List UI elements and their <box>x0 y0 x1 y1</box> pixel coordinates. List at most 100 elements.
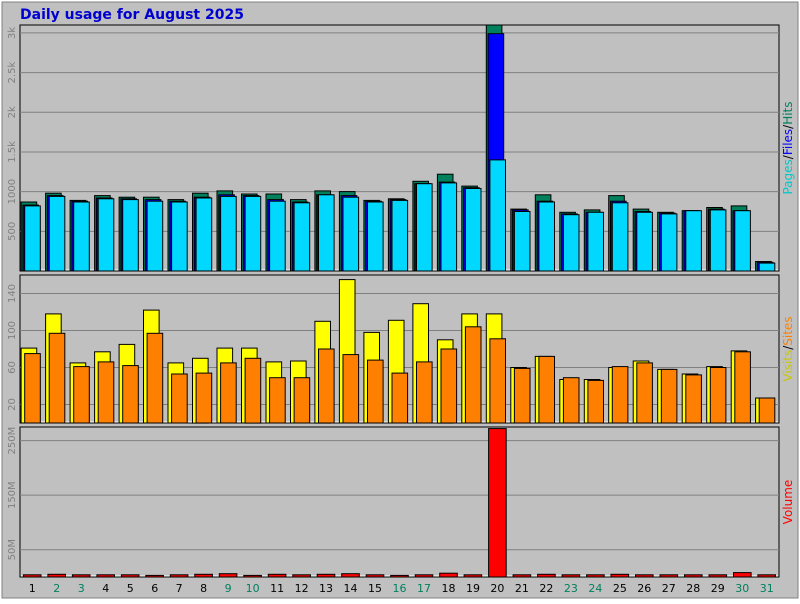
bar-pages-day-26 <box>636 211 653 272</box>
bar-sites-day-19 <box>464 326 482 424</box>
bar-sites-day-10 <box>244 357 262 424</box>
bar-sites-day-6 <box>146 332 164 424</box>
bar-sites-day-12 <box>293 377 311 424</box>
legend-entry: Sites <box>781 316 795 345</box>
bar-volume-day-2 <box>47 573 67 578</box>
bar-volume-day-26 <box>635 574 654 578</box>
bar-pages-day-21 <box>513 211 531 272</box>
bar-pages-day-17 <box>416 183 433 272</box>
y-tick-label: 60 <box>7 361 18 374</box>
x-tick-label: 3 <box>78 582 85 595</box>
bar-volume-day-31 <box>757 574 777 578</box>
bar-pages-day-18 <box>440 182 458 272</box>
bar-pages-day-3 <box>73 201 90 272</box>
bar-sites-day-25 <box>611 366 629 424</box>
bar-sites-day-7 <box>171 373 188 424</box>
x-tick-label: 8 <box>200 582 207 595</box>
y-tick-label: 1000 <box>7 179 18 204</box>
x-tick-label: 6 <box>151 582 158 595</box>
x-tick-label: 11 <box>270 582 284 595</box>
bar-sites-day-15 <box>367 359 384 424</box>
bar-volume-day-13 <box>316 573 336 578</box>
y-tick-label: 50M <box>7 539 18 560</box>
bar-pages-day-9 <box>220 195 237 272</box>
legend-entry: / <box>781 124 795 129</box>
y-tick-label: 20 <box>7 398 18 411</box>
bar-volume-day-14 <box>341 573 360 578</box>
bar-volume-day-25 <box>610 573 630 578</box>
y-tick-label: 250M <box>7 427 18 455</box>
bar-sites-day-4 <box>97 361 115 424</box>
bar-sites-day-13 <box>318 348 335 424</box>
bar-volume-day-15 <box>365 574 385 578</box>
bar-sites-day-31 <box>758 397 776 424</box>
panels: 50010001.5k2k2.5k3kPages/Files/Hits20601… <box>7 24 795 578</box>
panel-middle: 20 60 100 140 Visits/Sites <box>7 274 795 424</box>
bar-volume-day-17 <box>414 574 434 578</box>
x-tick-label: 19 <box>466 582 480 595</box>
bar-pages-day-7 <box>171 201 188 272</box>
x-tick-label: 26 <box>637 582 651 595</box>
bar-volume-day-29 <box>708 574 728 578</box>
bar-volume-day-18 <box>439 572 458 578</box>
bar-sites-day-26 <box>636 362 653 424</box>
bar-pages-day-2 <box>48 195 66 272</box>
bar-sites-day-11 <box>269 377 286 424</box>
y-tick-label: 2.5k <box>7 62 18 84</box>
y-tick-label: 1.5k <box>7 141 18 163</box>
bar-pages-day-30 <box>734 210 751 272</box>
bar-pages-day-29 <box>709 209 727 272</box>
bar-pages-day-28 <box>685 210 702 272</box>
x-tick-label: 7 <box>176 582 183 595</box>
bar-sites-day-28 <box>685 374 702 424</box>
bar-pages-day-6 <box>146 200 164 272</box>
bar-volume-day-22 <box>537 573 556 578</box>
bar-volume-day-9 <box>218 573 238 578</box>
x-tick-label: 12 <box>295 582 309 595</box>
x-tick-label: 20 <box>490 582 504 595</box>
bar-pages-day-19 <box>464 188 482 272</box>
x-tick-label: 10 <box>246 582 260 595</box>
bar-volume-day-19 <box>463 574 483 578</box>
x-axis-labels: 1 2 3 4 5 6 7 8 9 10 11 12 13 14 15 16 17 18 19 20 21 22 23 24 2… <box>29 582 774 595</box>
x-tick-label: 22 <box>539 582 553 595</box>
bar-sites-day-8 <box>195 372 213 424</box>
bar-sites-day-17 <box>416 361 433 424</box>
bar-pages-day-15 <box>367 201 384 272</box>
bar-volume-day-23 <box>561 574 581 578</box>
bar-pages-day-5 <box>122 199 139 272</box>
bar-volume-day-16 <box>390 574 409 578</box>
bar-volume-day-7 <box>169 574 189 578</box>
x-tick-label: 18 <box>442 582 456 595</box>
y-tick-label: 3k <box>7 27 18 39</box>
bar-pages-day-8 <box>195 197 213 272</box>
bar-pages-day-12 <box>293 202 311 272</box>
bar-volume-day-6 <box>145 574 164 578</box>
x-tick-label: 27 <box>662 582 676 595</box>
bar-sites-day-5 <box>122 365 139 424</box>
bar-volume-day-24 <box>586 574 605 578</box>
bar-pages-day-14 <box>342 196 360 272</box>
x-tick-label: 17 <box>417 582 431 595</box>
legend-middle: Visits/Sites <box>781 316 795 381</box>
bar-volume-day-21 <box>512 574 532 578</box>
bar-sites-day-29 <box>709 367 727 424</box>
bar-sites-day-24 <box>587 379 605 424</box>
bar-volume-day-12 <box>292 574 311 578</box>
bar-sites-day-23 <box>562 377 580 424</box>
bar-volume-day-5 <box>120 574 140 578</box>
chart-title: Daily usage for August 2025 <box>20 7 244 23</box>
x-tick-label: 31 <box>760 582 774 595</box>
bar-volume-day-20 <box>488 428 507 578</box>
bar-volume-day-28 <box>684 574 703 578</box>
bar-sites-day-14 <box>342 354 360 424</box>
x-tick-label: 14 <box>344 582 358 595</box>
bar-sites-day-20 <box>489 338 506 424</box>
bar-sites-day-16 <box>391 372 409 424</box>
bar-sites-day-9 <box>220 362 237 424</box>
x-tick-label: 13 <box>319 582 333 595</box>
x-tick-label: 30 <box>735 582 749 595</box>
bar-volume-day-3 <box>71 574 91 578</box>
